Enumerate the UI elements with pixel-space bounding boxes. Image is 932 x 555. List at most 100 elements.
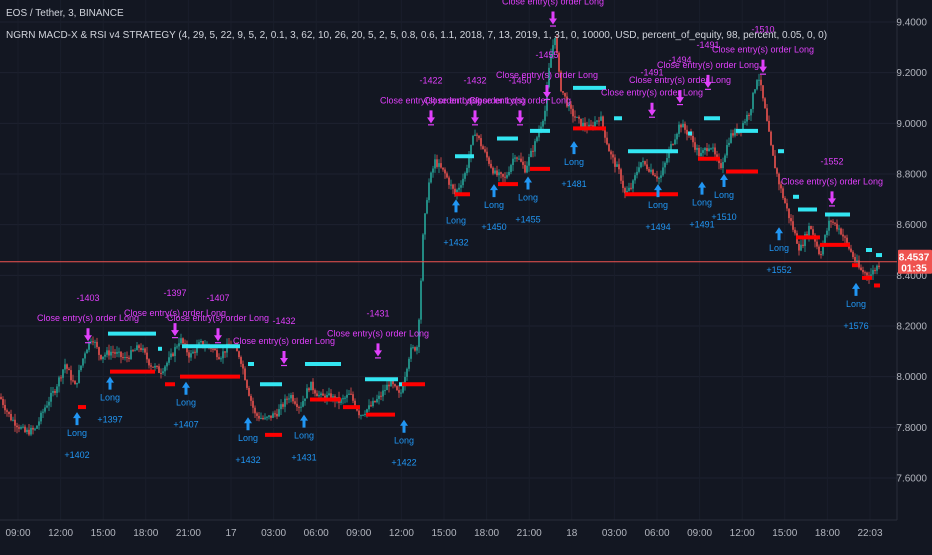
close-entry-value: -1510	[751, 25, 774, 35]
candle-body	[708, 148, 710, 152]
close-entry-marker[interactable]: Close entry(s) order Long -1494	[629, 55, 731, 106]
candle-body	[358, 410, 360, 416]
candle-body	[560, 71, 562, 92]
long-entry-marker[interactable]: Long +1494	[645, 184, 671, 232]
candle-body	[194, 351, 196, 353]
close-entry-marker[interactable]: Close entry(s) order Long -1431	[327, 308, 429, 359]
candles	[0, 33, 880, 437]
close-entry-marker[interactable]: Close entry(s) order Long-1481	[502, 0, 604, 27]
close-entry-marker[interactable]: Close entry(s) order Long -1455	[496, 50, 598, 101]
candle-body	[220, 358, 222, 360]
close-entry-marker[interactable]: Close entry(s) order Long -1552	[781, 156, 883, 207]
candle-body	[760, 79, 762, 86]
candle-body	[408, 358, 410, 369]
candle-body	[174, 347, 176, 356]
arrow-up-icon	[400, 419, 408, 433]
long-entry-label: Long	[714, 190, 734, 200]
candle-body	[218, 357, 220, 360]
close-entry-marker[interactable]: Close entry(s) order Long -1491	[657, 40, 759, 90]
candle-body	[254, 407, 256, 414]
candle-body	[838, 228, 840, 230]
long-entry-marker[interactable]: Long +1432	[235, 417, 261, 465]
candle-body	[450, 184, 452, 186]
long-entry-label: Long	[648, 200, 668, 210]
candle-body	[608, 144, 610, 152]
y-axis-panel[interactable]	[897, 0, 932, 550]
candle-body	[604, 127, 606, 138]
candle-body	[390, 379, 392, 387]
candle-body	[528, 157, 530, 166]
close-entry-marker[interactable]: Close entry(s) order Long -1422	[380, 75, 482, 126]
long-entry-value: +1455	[515, 215, 540, 225]
candle-body	[70, 370, 72, 381]
long-entry-marker[interactable]: Long +1422	[391, 419, 417, 468]
candle-body	[260, 418, 262, 420]
arrow-up-icon	[182, 381, 190, 395]
candle-body	[598, 120, 600, 122]
candle-body	[830, 220, 832, 222]
candle-body	[164, 366, 166, 372]
long-entry-marker[interactable]: Long +1397	[97, 376, 123, 425]
candle-body	[282, 404, 284, 407]
x-tick-label: 09:00	[687, 528, 712, 539]
x-tick-label: 12:00	[730, 528, 755, 539]
y-tick-label: 9.4000	[896, 18, 927, 29]
long-entry-marker[interactable]: Long +1576	[843, 282, 869, 331]
long-entry-label: Long	[100, 393, 120, 403]
x-tick-label: 12:00	[389, 528, 414, 539]
candle-body	[768, 120, 770, 132]
candle-body	[650, 169, 652, 172]
long-entry-value: +1494	[645, 222, 670, 232]
candle-body	[576, 116, 578, 118]
candle-body	[820, 254, 822, 256]
long-entry-marker[interactable]: Long +1552	[766, 227, 792, 275]
candle-body	[74, 381, 76, 385]
candle-body	[212, 348, 214, 350]
arrow-up-icon	[524, 176, 532, 190]
candle-body	[642, 161, 644, 163]
candle-body	[114, 352, 116, 354]
close-entry-marker[interactable]: Close entry(s) order Long -1432	[424, 75, 526, 126]
candle-body	[808, 226, 810, 237]
long-entry-marker[interactable]: Long +1432	[443, 199, 469, 247]
close-entry-marker[interactable]: Close entry(s) order Long -1403	[37, 293, 139, 344]
candle-body	[364, 413, 366, 415]
close-entry-marker[interactable]: Close entry(s) order Long -1407	[167, 293, 269, 344]
candle-body	[244, 368, 246, 381]
long-entry-marker[interactable]: Long +1455	[515, 176, 541, 225]
candle-body	[728, 142, 730, 146]
candle-body	[8, 411, 10, 414]
y-tick-label: 8.6000	[896, 220, 927, 231]
close-entry-marker[interactable]: Close entry(s) order Long -1491	[601, 68, 703, 118]
candle-body	[520, 158, 522, 162]
close-entry-marker[interactable]: Close entry(s) order Long -1510	[712, 25, 814, 75]
long-entry-marker[interactable]: Long +1450	[481, 184, 507, 232]
candle-body	[580, 118, 582, 127]
close-entry-label: Close entry(s) order Long	[424, 95, 526, 105]
candle-body	[758, 79, 760, 81]
x-tick-label: 12:00	[48, 528, 73, 539]
close-entry-marker[interactable]: Close entry(s) order Long -1432	[233, 316, 335, 367]
arrow-up-icon	[720, 174, 728, 187]
close-entry-value: -1432	[272, 316, 295, 326]
long-entry-marker[interactable]: Long +1510	[711, 174, 737, 222]
candle-body	[504, 176, 506, 178]
close-entry-marker[interactable]: Close entry(s) order Long -1450	[469, 75, 571, 126]
long-entry-marker[interactable]: Long +1491	[689, 181, 715, 230]
candle-body	[538, 130, 540, 138]
close-entry-marker[interactable]: Close entry(s) order Long -1397	[124, 288, 226, 339]
candle-body	[498, 172, 500, 176]
long-entry-marker[interactable]: Long +1402	[64, 412, 90, 460]
candle-body	[476, 134, 478, 136]
long-entry-marker[interactable]: Long +1407	[173, 381, 199, 430]
candle-body	[550, 54, 552, 68]
candle-body	[752, 92, 754, 110]
long-entry-marker[interactable]: Long +1431	[291, 414, 317, 463]
long-entry-marker[interactable]: Long +1481	[561, 141, 587, 189]
candle-body	[144, 348, 146, 353]
x-tick-label: 09:00	[346, 528, 371, 539]
candle-body	[422, 234, 424, 281]
candle-body	[56, 386, 58, 393]
